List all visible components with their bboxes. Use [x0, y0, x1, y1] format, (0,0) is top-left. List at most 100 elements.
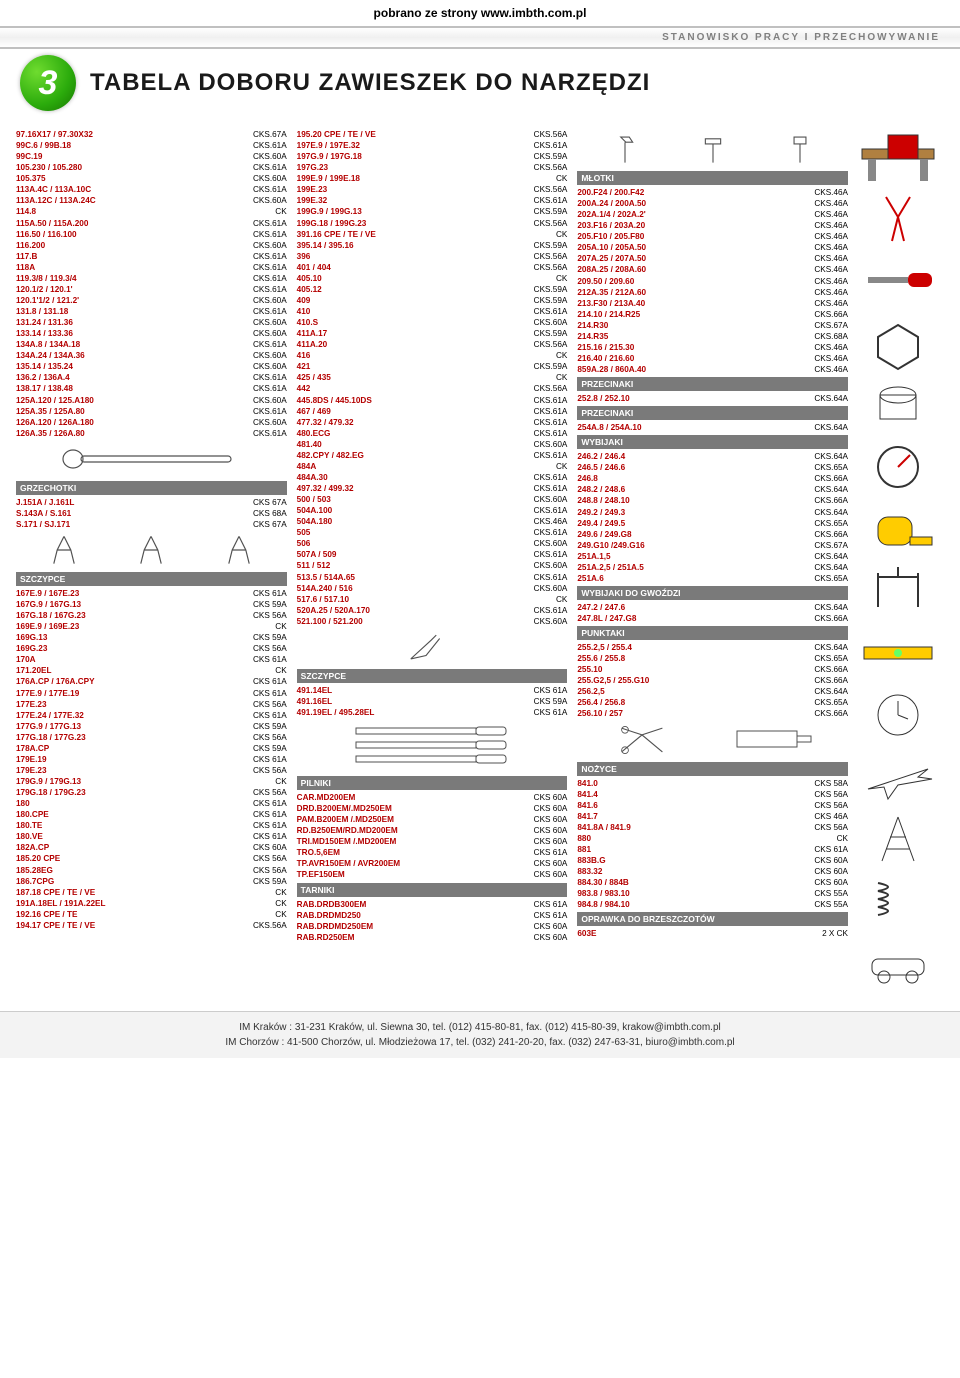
section-wybijaki: WYBIJAKI	[577, 435, 848, 449]
section-grzechotki: GRZECHOTKI	[16, 481, 287, 495]
table-row: 215.16 / 215.30CKS.46A	[577, 342, 848, 353]
part-code: 131.24 / 131.36	[16, 317, 73, 328]
part-code: 248.2 / 248.6	[577, 484, 625, 495]
part-code: 125A.120 / 125.A180	[16, 395, 94, 406]
table-row: 391.16 CPE / TE / VECK	[297, 229, 568, 240]
cks-code: CKS.46A	[814, 187, 848, 198]
top-banner: pobrano ze strony www.imbth.com.pl	[0, 0, 960, 26]
part-code: 186.7CPG	[16, 876, 54, 887]
part-code: 405.10	[297, 273, 322, 284]
cks-code: CKS 55A	[814, 888, 848, 899]
table-row: 213.F30 / 213A.40CKS.46A	[577, 298, 848, 309]
cks-code: CKS.67A	[814, 540, 848, 551]
table-row: 255.G2,5 / 255.G10CKS.66A	[577, 675, 848, 686]
cks-code: CKS.59A	[534, 284, 568, 295]
part-code: 410.S	[297, 317, 318, 328]
cks-code: CKS.61A	[253, 262, 287, 273]
table-row: 251A.1,5CKS.64A	[577, 551, 848, 562]
table-row: S.171 / SJ.171CKS 67A	[16, 519, 287, 530]
cks-code: CKS.46A	[814, 364, 848, 375]
part-code: DRD.B200EM/.MD250EM	[297, 803, 392, 814]
cks-code: CKS.56A	[534, 129, 568, 140]
part-code: 841.8A / 841.9	[577, 822, 630, 833]
part-code: 246.8	[577, 473, 598, 484]
cks-code: CKS.60A	[534, 317, 568, 328]
thumb-pylon-icon	[858, 811, 938, 867]
columns-container: 97.16X17 / 97.30X32CKS.67A99C.6 / 99B.18…	[0, 129, 960, 1011]
table-row: 167E.9 / 167E.23CKS 61A	[16, 588, 287, 599]
table-row: 416CK	[297, 350, 568, 361]
part-code: 197G.9 / 197G.18	[297, 151, 362, 162]
cks-code: CKS.46A	[814, 253, 848, 264]
part-code: TP.AVR150EM / AVR200EM	[297, 858, 400, 869]
table-row: 401 / 404CKS.56A	[297, 262, 568, 273]
thumb-spring-icon	[858, 873, 938, 929]
table-row: 176A.CP / 176A.CPYCKS 61A	[16, 676, 287, 687]
cks-code: CK	[275, 621, 286, 632]
part-code: 255.10	[577, 664, 602, 675]
part-code: 395.14 / 395.16	[297, 240, 354, 251]
table-row: 246.5 / 246.6CKS.65A	[577, 462, 848, 473]
table-row: 177E.23CKS 56A	[16, 699, 287, 710]
part-code: 199E.9 / 199E.18	[297, 173, 360, 184]
part-code: 416	[297, 350, 311, 361]
cks-code: CKS 60A	[534, 803, 568, 814]
table-row: 481.40CKS.60A	[297, 439, 568, 450]
table-row: 841.0CKS 58A	[577, 778, 848, 789]
table-row: 131.24 / 131.36CKS.60A	[16, 317, 287, 328]
table-row: 208A.25 / 208A.60CKS.46A	[577, 264, 848, 275]
cks-code: CKS.64A	[814, 451, 848, 462]
cks-code: CK	[275, 887, 286, 898]
table-row: 505CKS.61A	[297, 527, 568, 538]
part-code: 105.230 / 105.280	[16, 162, 82, 173]
cks-code: CKS.65A	[814, 573, 848, 584]
cks-code: CKS 59A	[253, 743, 287, 754]
part-code: 199E.23	[297, 184, 328, 195]
cks-code: CKS.56A	[534, 218, 568, 229]
cks-code: CKS.59A	[534, 295, 568, 306]
table-row: 194.17 CPE / TE / VECKS.56A	[16, 920, 287, 931]
part-code: S.143A / S.161	[16, 508, 71, 519]
part-code: 197E.9 / 197E.32	[297, 140, 360, 151]
part-code: 405.12	[297, 284, 322, 295]
scissors-illustration	[577, 720, 848, 760]
table-row: 207A.25 / 207A.50CKS.46A	[577, 253, 848, 264]
cks-code: CK	[275, 206, 286, 217]
cks-code: CKS.60A	[253, 361, 287, 372]
section-punktaki: PUNKTAKI	[577, 626, 848, 640]
cks-code: CKS.59A	[534, 151, 568, 162]
cks-code: CKS 61A	[253, 754, 287, 765]
part-code: 255.G2,5 / 255.G10	[577, 675, 649, 686]
part-code: 421	[297, 361, 311, 372]
cks-code: CKS 59A	[253, 721, 287, 732]
table-row: 197G.9 / 197G.18 CKS.59A	[297, 151, 568, 162]
cks-code: CKS.46A	[814, 353, 848, 364]
part-code: 177E.9 / 177E.19	[16, 688, 79, 699]
part-code: 504A.180	[297, 516, 333, 527]
part-code: 133.14 / 133.36	[16, 328, 73, 339]
part-code: 199E.32	[297, 195, 328, 206]
part-code: 497.32 / 499.32	[297, 483, 354, 494]
table-row: TP.AVR150EM / AVR200EMCKS 60A	[297, 858, 568, 869]
cks-code: CKS.61A	[253, 406, 287, 417]
table-row: 120.1/2 / 120.1'CKS.61A	[16, 284, 287, 295]
cks-code: CK	[556, 273, 567, 284]
table-row: 256.2,5CKS.64A	[577, 686, 848, 697]
cks-code: CKS.66A	[814, 473, 848, 484]
table-row: 197E.9 / 197E.32CKS.61A	[297, 140, 568, 151]
table-row: 117.BCKS.61A	[16, 251, 287, 262]
table-row: 177E.9 / 177E.19CKS 61A	[16, 688, 287, 699]
table-row: 177E.24 / 177E.32CKS 61A	[16, 710, 287, 721]
page-title: TABELA DOBORU ZAWIESZEK DO NARZĘDZI	[90, 69, 650, 97]
part-code: 841.7	[577, 811, 598, 822]
block3c: 254A.8 / 254A.10CKS.64A	[577, 422, 848, 433]
table-row: 421CKS.59A	[297, 361, 568, 372]
table-row: 214.R30CKS.67A	[577, 320, 848, 331]
cks-code: CKS.61A	[534, 549, 568, 560]
block3b: CAR.MD200EMCKS 60ADRD.B200EM/.MD250EMCKS…	[297, 792, 568, 881]
cks-code: CKS 56A	[253, 732, 287, 743]
table-row: 603E2 X CK	[577, 928, 848, 939]
part-code: 880	[577, 833, 591, 844]
table-row: 521.100 / 521.200CKS.60A	[297, 616, 568, 627]
cks-code: CKS.64A	[814, 642, 848, 653]
